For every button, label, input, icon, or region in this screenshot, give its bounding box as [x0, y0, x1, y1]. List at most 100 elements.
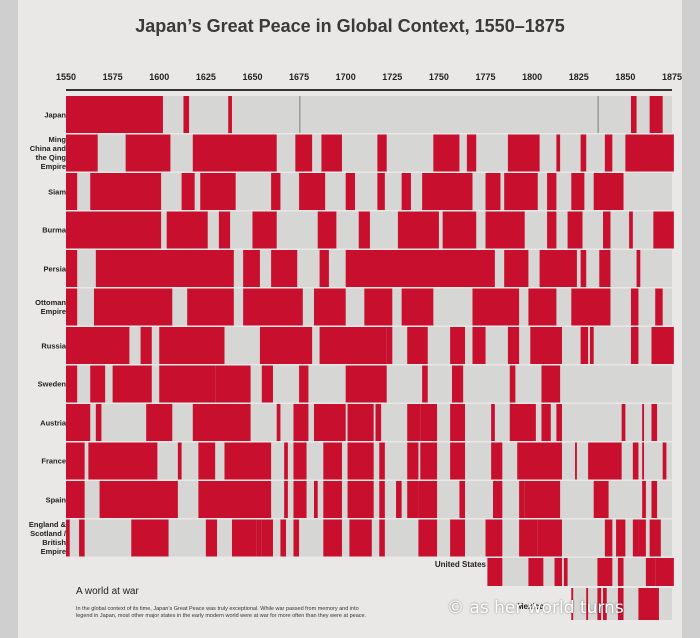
- war-bar: [90, 365, 106, 403]
- war-bar: [323, 481, 342, 518]
- war-bar: [181, 173, 195, 210]
- war-bar: [347, 404, 374, 441]
- japan-divider: [299, 96, 301, 133]
- war-bar: [243, 250, 260, 287]
- war-bar: [571, 588, 574, 620]
- war-bar: [537, 519, 562, 557]
- war-bar: [589, 327, 594, 364]
- war-bar: [504, 173, 538, 210]
- war-bar: [616, 519, 626, 557]
- war-bar: [159, 327, 225, 364]
- war-bar: [509, 404, 536, 441]
- war-bar: [215, 365, 251, 403]
- war-bar: [638, 588, 659, 620]
- war-bar: [99, 481, 178, 518]
- war-bar: [442, 211, 477, 249]
- war-bar: [604, 519, 613, 557]
- war-bar: [125, 134, 171, 172]
- war-bar: [575, 442, 577, 480]
- row-label: Sweden: [37, 379, 66, 389]
- war-bar: [187, 288, 234, 326]
- war-bar: [588, 442, 622, 480]
- war-bar: [319, 250, 329, 287]
- row-label: Spain: [45, 495, 66, 504]
- war-bar: [407, 327, 428, 364]
- war-bar: [621, 404, 626, 441]
- war-bar: [66, 173, 78, 210]
- war-bar: [386, 327, 393, 364]
- war-bar: [407, 481, 419, 518]
- war-bar: [450, 404, 466, 441]
- war-bar: [593, 481, 609, 518]
- war-bar: [88, 442, 158, 480]
- war-bar: [345, 365, 387, 403]
- war-bar: [198, 442, 216, 480]
- war-bar: [418, 481, 438, 518]
- x-tick-label: 1750: [428, 72, 449, 82]
- war-bar: [66, 96, 163, 133]
- war-bar: [280, 519, 287, 557]
- war-bar: [66, 365, 78, 403]
- war-bar: [556, 404, 562, 441]
- war-bar: [347, 481, 374, 518]
- x-tick-label: 1825: [568, 72, 589, 82]
- war-bar: [293, 442, 307, 480]
- war-bar: [276, 404, 281, 441]
- war-bar: [345, 327, 387, 364]
- war-bar: [192, 404, 251, 441]
- caption-body: In the global context of its time, Japan…: [76, 606, 367, 619]
- war-bar: [66, 442, 85, 480]
- war-bar: [379, 442, 385, 480]
- x-tick-label: 1675: [289, 72, 310, 82]
- war-bar: [485, 173, 501, 210]
- war-bar: [472, 327, 486, 364]
- war-bar: [630, 288, 639, 326]
- war-bar: [528, 288, 557, 326]
- row-label: Ottoman Empire: [35, 298, 66, 316]
- war-bar: [261, 365, 273, 403]
- war-bar: [625, 134, 674, 172]
- war-bar: [580, 327, 589, 364]
- war-bar: [183, 96, 190, 133]
- war-bar: [313, 481, 318, 518]
- war-bar: [256, 519, 262, 557]
- war-bar: [563, 558, 568, 586]
- war-bar: [66, 519, 70, 557]
- war-bar: [571, 288, 611, 326]
- war-bar: [377, 134, 387, 172]
- war-bar: [284, 442, 288, 480]
- war-bar: [159, 365, 216, 403]
- japan-divider: [597, 96, 599, 133]
- peace-band: [66, 173, 672, 210]
- war-bar: [603, 211, 611, 249]
- war-bar: [603, 588, 607, 620]
- war-bar: [420, 442, 438, 480]
- row-label: Russia: [41, 341, 66, 350]
- war-bar: [541, 365, 561, 403]
- war-bar: [580, 134, 587, 172]
- war-bar: [79, 519, 85, 557]
- war-bar: [140, 327, 152, 364]
- war-bar: [541, 404, 551, 441]
- war-bar: [358, 211, 370, 249]
- x-tick-label: 1650: [242, 72, 263, 82]
- war-bar: [655, 288, 663, 326]
- war-bar: [617, 558, 624, 586]
- war-bar: [349, 519, 372, 557]
- war-bar: [396, 481, 402, 518]
- war-bar: [485, 519, 503, 557]
- war-bar: [401, 173, 411, 210]
- row-label: Japan: [44, 110, 66, 119]
- war-bar: [293, 519, 300, 557]
- war-bar: [571, 173, 585, 210]
- war-bar: [528, 558, 535, 586]
- war-bar: [177, 442, 182, 480]
- row-label: Austria: [40, 418, 66, 427]
- war-bar: [507, 134, 540, 172]
- peace-band: [66, 96, 672, 133]
- war-bar: [252, 211, 277, 249]
- war-bar: [66, 288, 78, 326]
- war-bar: [379, 519, 385, 557]
- war-bar: [198, 481, 272, 518]
